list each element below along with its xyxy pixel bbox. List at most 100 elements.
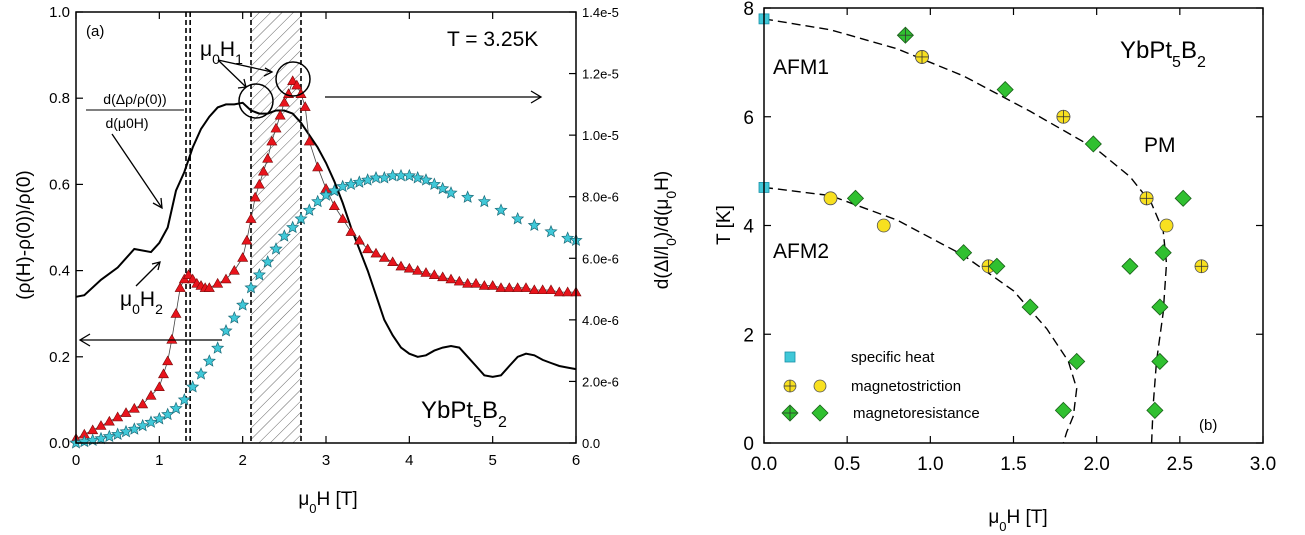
triangle-point-7: [128, 402, 140, 413]
star-point-23: [261, 255, 275, 268]
star-point-52: [561, 231, 575, 244]
circle-point-5: [823, 191, 838, 206]
diamond-point-8: [1054, 401, 1072, 419]
y2-tick-label-2: 4.0e-6: [582, 313, 619, 328]
phase-label-afm2: AFM2: [773, 240, 829, 263]
diamond-point-0: [996, 80, 1014, 99]
y-tick-label-b-3: 6: [743, 108, 754, 129]
triangle-point-22: [203, 282, 215, 292]
y-tick-label-a-0: 0.0: [49, 435, 70, 452]
triangle-point-33: [266, 135, 278, 146]
triangle-point-57: [428, 269, 440, 279]
x-tick-label-b-5: 2.5: [1167, 454, 1193, 475]
star-point-6: [119, 424, 133, 438]
triangle-point-36: [278, 96, 290, 107]
annotation-circle-2: [275, 61, 311, 97]
triangle-point-50: [370, 247, 382, 258]
compound-label-a: YbPt5B2: [421, 397, 507, 431]
x-tick-label-b-4: 2.0: [1083, 454, 1109, 475]
star-point-34: [352, 175, 366, 188]
triangle-point-15: [174, 282, 186, 292]
y-axis-label-right: d(Δl/l0)/d(μ0H): [652, 171, 679, 289]
triangle-point-65: [495, 282, 507, 292]
panel-label-a: (a): [86, 23, 104, 40]
y-axis-label-left: (ρ(H)-ρ(0))/ρ(0): [14, 170, 35, 300]
y-tick-label-a-5: 1.0: [49, 4, 70, 21]
phase-boundary-0: [763, 18, 1168, 444]
triangle-point-52: [387, 256, 399, 267]
x-axis-label-b: μ0H [T]: [988, 507, 1047, 534]
x-tick-label-a-2: 2: [238, 452, 246, 469]
triangle-point-26: [237, 252, 249, 262]
diamond-point-1: [1084, 135, 1102, 153]
triangle-point-49: [362, 243, 374, 254]
legend-marker-magnetoresistance: [811, 404, 829, 422]
y2-tick-label-3: 6.0e-6: [582, 251, 619, 266]
legend-marker-magnetostriction: [813, 379, 827, 393]
diamond-point-5: [988, 257, 1006, 275]
x-tick-label-b-2: 1.0: [917, 454, 943, 475]
diamond-point-9: [1121, 257, 1139, 275]
y-axis-label-b: T [K]: [714, 205, 735, 245]
legend-marker-specific-heat: [784, 351, 796, 363]
y-tick-label-b-0: 0: [743, 434, 754, 455]
phase-boundaries: [763, 18, 1168, 444]
triangle-point-32: [262, 152, 274, 163]
triangle-point-62: [470, 277, 482, 288]
triangle-point-42: [303, 135, 315, 146]
triangle-point-60: [453, 275, 465, 286]
x-tick-label-b-1: 0.5: [834, 454, 860, 475]
star-point-3: [94, 431, 108, 445]
triangle-point-4: [103, 415, 115, 426]
panel-label-b: (b): [1199, 417, 1217, 434]
triangle-point-55: [412, 264, 424, 275]
diamond-point-2: [1174, 189, 1192, 207]
annotation-h2: μ0H2: [120, 288, 163, 317]
x-axis-label-a: μ0H [T]: [298, 489, 357, 516]
legend-label-magnetostriction: magnetostriction: [851, 378, 961, 395]
triangle-point-59: [445, 273, 457, 284]
y-tick-label-a-3: 0.6: [49, 176, 70, 193]
star-point-48: [494, 203, 508, 216]
triangle-point-23: [212, 277, 224, 288]
star-point-45: [444, 186, 458, 199]
triangle-point-53: [395, 260, 407, 271]
y-tick-label-a-1: 0.2: [49, 349, 70, 366]
annotation-circle-1: [238, 83, 274, 119]
triangle-point-51: [378, 252, 390, 262]
star-point-9: [144, 415, 158, 428]
triangle-point-54: [403, 262, 415, 273]
diamond-point-4: [955, 244, 973, 262]
y2-tick-label-0: 0.0: [582, 436, 600, 451]
triangle-point-18: [187, 273, 199, 284]
circle-point-4: [1159, 218, 1174, 233]
triangle-point-58: [437, 271, 449, 282]
star-point-11: [161, 407, 175, 421]
y2-tick-label-6: 1.2e-5: [582, 67, 619, 82]
triangle-point-71: [545, 284, 557, 295]
triangle-point-30: [253, 178, 265, 189]
series-derivative-line: [75, 101, 577, 378]
star-point-8: [136, 418, 150, 432]
triangle-point-56: [420, 267, 432, 277]
y2-tick-label-7: 1.4e-5: [582, 5, 619, 20]
triangle-point-63: [478, 280, 490, 290]
star-point-35: [361, 173, 375, 186]
star-point-25: [277, 229, 291, 242]
star-point-13: [177, 392, 191, 406]
triangle-point-13: [166, 333, 178, 344]
circle-point-3: [876, 218, 891, 233]
diamond-point-11: [1151, 298, 1169, 316]
series-triangle-connector: [75, 80, 576, 440]
star-point-49: [511, 211, 525, 225]
star-point-47: [477, 194, 491, 208]
triangle-point-43: [312, 161, 324, 172]
y-tick-label-b-1: 2: [743, 325, 754, 346]
star-point-21: [244, 280, 258, 294]
star-point-41: [411, 171, 425, 184]
triangle-point-47: [345, 226, 357, 236]
triangle-point-3: [95, 420, 107, 430]
x-tick-label-b-0: 0.0: [751, 454, 777, 475]
triangle-point-38: [287, 75, 299, 86]
x-tick-label-a-1: 1: [155, 452, 163, 469]
